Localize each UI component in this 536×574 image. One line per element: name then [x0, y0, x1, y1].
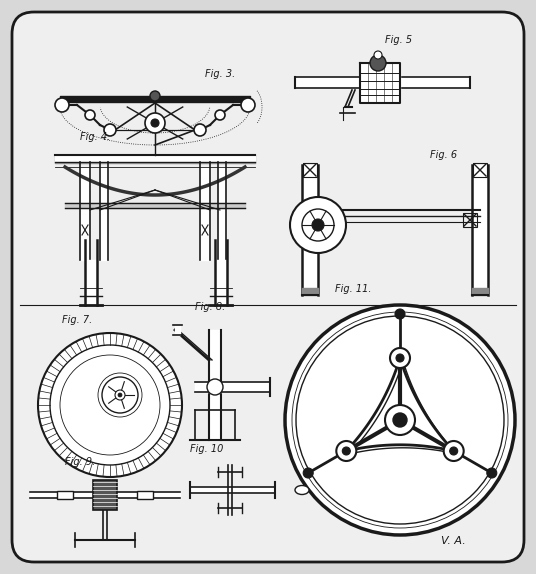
Bar	[57, 491, 73, 499]
Text: Fig. 10: Fig. 10	[190, 444, 224, 454]
Circle shape	[395, 309, 405, 319]
Bar	[463, 213, 477, 227]
Circle shape	[115, 390, 125, 400]
Circle shape	[343, 447, 351, 455]
Circle shape	[104, 124, 116, 136]
Circle shape	[444, 441, 464, 461]
Circle shape	[241, 98, 255, 112]
Circle shape	[393, 413, 407, 427]
Circle shape	[385, 405, 415, 435]
Text: V. A.: V. A.	[441, 536, 466, 546]
Ellipse shape	[295, 486, 309, 494]
Circle shape	[312, 219, 324, 231]
Text: Fig. 9.: Fig. 9.	[65, 457, 95, 467]
Text: Fig. 6: Fig. 6	[430, 150, 457, 160]
Circle shape	[55, 98, 69, 112]
Circle shape	[303, 468, 313, 478]
Bar	[303, 163, 317, 177]
Circle shape	[85, 110, 95, 120]
Circle shape	[207, 379, 223, 395]
Circle shape	[302, 209, 334, 241]
Circle shape	[285, 305, 515, 535]
Circle shape	[374, 51, 382, 59]
Bar	[93, 480, 117, 510]
Text: Fig. 7.: Fig. 7.	[62, 315, 92, 325]
Circle shape	[118, 393, 122, 397]
FancyBboxPatch shape	[12, 12, 524, 562]
Bar	[137, 491, 153, 499]
Circle shape	[145, 113, 165, 133]
Circle shape	[215, 110, 225, 120]
Circle shape	[194, 124, 206, 136]
Text: Fig. 4.: Fig. 4.	[80, 132, 110, 142]
Bar	[473, 163, 487, 177]
Text: Fig. 11.: Fig. 11.	[335, 284, 371, 294]
Circle shape	[390, 348, 410, 368]
Text: Fig. 3.: Fig. 3.	[205, 69, 235, 79]
Circle shape	[290, 197, 346, 253]
Circle shape	[38, 333, 182, 477]
Circle shape	[151, 119, 159, 127]
Circle shape	[336, 441, 356, 461]
Circle shape	[396, 354, 404, 362]
Circle shape	[450, 447, 458, 455]
Text: Fig. 5: Fig. 5	[385, 35, 412, 45]
Text: Fig. 8.: Fig. 8.	[195, 302, 225, 312]
Circle shape	[102, 377, 138, 413]
Circle shape	[150, 91, 160, 101]
Circle shape	[487, 468, 497, 478]
Circle shape	[370, 55, 386, 71]
